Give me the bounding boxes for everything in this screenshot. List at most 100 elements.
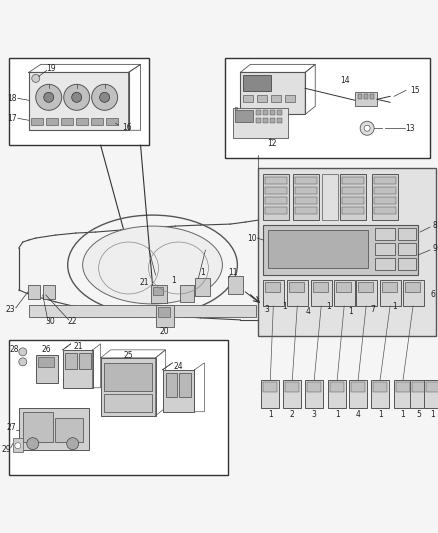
Bar xyxy=(256,110,261,115)
Bar xyxy=(9,59,148,145)
Text: 17: 17 xyxy=(7,114,17,123)
Text: 1: 1 xyxy=(335,410,339,419)
Bar xyxy=(9,340,228,474)
Bar xyxy=(36,355,58,383)
Bar xyxy=(79,353,91,369)
Text: 3: 3 xyxy=(265,305,270,314)
Text: 20: 20 xyxy=(160,327,170,336)
Bar xyxy=(29,72,129,130)
Bar xyxy=(295,197,317,204)
Bar xyxy=(65,353,77,369)
Bar xyxy=(270,110,276,115)
Text: 6: 6 xyxy=(430,290,435,300)
Bar xyxy=(342,207,364,214)
Bar xyxy=(340,174,366,220)
Bar xyxy=(374,207,396,214)
Bar xyxy=(152,287,162,295)
Text: 21: 21 xyxy=(74,342,83,351)
Bar xyxy=(373,382,387,392)
Circle shape xyxy=(36,84,62,110)
Text: 1: 1 xyxy=(282,302,286,311)
Text: 21: 21 xyxy=(139,278,148,287)
Bar xyxy=(342,187,364,194)
Bar xyxy=(258,168,436,336)
Bar xyxy=(106,118,118,125)
Bar xyxy=(375,243,395,255)
Bar xyxy=(277,110,283,115)
Bar xyxy=(394,380,412,408)
Text: 5: 5 xyxy=(417,410,421,419)
Text: P: P xyxy=(234,107,237,112)
Bar xyxy=(295,187,317,194)
Bar xyxy=(104,363,152,391)
Bar xyxy=(287,280,308,306)
Text: 3: 3 xyxy=(312,410,317,419)
Text: 1: 1 xyxy=(392,302,396,311)
Bar xyxy=(277,118,283,123)
Bar xyxy=(268,230,368,268)
Text: 27: 27 xyxy=(6,423,16,432)
Circle shape xyxy=(15,443,21,449)
Bar xyxy=(19,408,88,450)
Text: 22: 22 xyxy=(68,317,78,326)
Bar xyxy=(235,110,253,122)
Bar xyxy=(263,174,289,220)
Bar xyxy=(180,285,194,302)
Text: 25: 25 xyxy=(124,351,134,360)
Bar xyxy=(151,285,166,303)
Circle shape xyxy=(19,358,27,366)
Text: 19: 19 xyxy=(46,64,56,73)
Bar xyxy=(226,59,430,158)
Bar xyxy=(424,380,438,408)
Bar xyxy=(289,282,304,292)
Bar xyxy=(13,438,23,451)
Bar xyxy=(104,394,152,411)
Bar xyxy=(371,380,389,408)
Bar xyxy=(351,382,365,392)
Text: 30: 30 xyxy=(46,317,56,326)
Text: 4: 4 xyxy=(356,410,360,419)
Bar xyxy=(29,305,256,317)
Bar xyxy=(305,380,323,408)
Text: 23: 23 xyxy=(5,305,15,314)
Circle shape xyxy=(67,438,79,450)
Bar xyxy=(334,280,355,306)
Bar xyxy=(374,187,396,194)
Circle shape xyxy=(64,84,90,110)
Bar xyxy=(38,357,54,367)
Text: 8: 8 xyxy=(432,221,437,230)
Bar xyxy=(356,280,377,306)
Bar xyxy=(162,370,194,411)
Bar xyxy=(375,258,395,270)
Bar xyxy=(285,95,295,102)
Bar xyxy=(330,382,344,392)
Ellipse shape xyxy=(83,226,223,304)
Text: 1: 1 xyxy=(268,410,273,419)
Bar xyxy=(270,118,276,123)
Text: 1: 1 xyxy=(326,302,331,311)
Bar xyxy=(398,228,416,240)
Bar xyxy=(355,92,377,106)
Circle shape xyxy=(19,348,27,356)
Bar xyxy=(283,380,301,408)
Bar xyxy=(166,373,177,397)
Text: 2: 2 xyxy=(290,410,295,419)
Bar xyxy=(375,228,395,240)
Bar xyxy=(228,276,244,294)
Bar xyxy=(342,197,364,204)
Bar xyxy=(374,197,396,204)
Bar xyxy=(261,380,279,408)
Text: 7: 7 xyxy=(371,305,375,314)
Bar xyxy=(240,72,305,114)
Text: 1: 1 xyxy=(171,277,176,286)
Bar xyxy=(263,118,268,123)
Text: 10: 10 xyxy=(247,233,256,243)
Text: 16: 16 xyxy=(122,123,131,132)
Text: 11: 11 xyxy=(229,269,238,278)
Bar xyxy=(398,258,416,270)
Bar xyxy=(61,118,73,125)
Bar xyxy=(358,282,373,292)
Bar xyxy=(263,280,284,306)
Circle shape xyxy=(99,92,110,102)
Circle shape xyxy=(360,122,374,135)
